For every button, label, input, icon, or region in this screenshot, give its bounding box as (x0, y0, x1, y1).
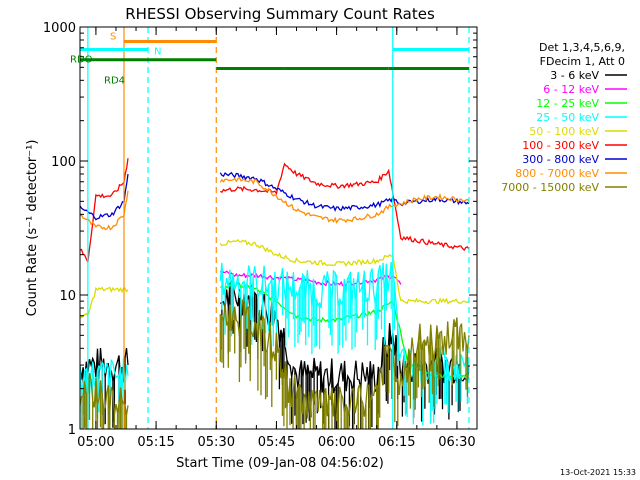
y-axis-label: Count Rate (s⁻¹ detector⁻¹) (25, 140, 40, 317)
legend-header-line-2: FDecim 1, Att 0 (540, 55, 625, 68)
legend-label: 800 - 7000 keV (515, 167, 599, 180)
x-axis: 05:00 05:15 05:30 05:45 06:00 06:15 06:30 (77, 27, 478, 450)
x-tick-label: 05:30 (198, 435, 235, 450)
x-tick-label: 05:15 (137, 435, 174, 450)
legend-label: 300 - 800 keV (522, 153, 599, 166)
series-line-25to50keV (219, 261, 470, 426)
flag-label-rd4: RD4 (104, 76, 125, 87)
series-line-300to800keV (219, 171, 470, 212)
x-tick-label: 06:15 (378, 435, 415, 450)
series-line-50to100keV (80, 286, 129, 319)
x-tick-label: 05:00 (77, 435, 114, 450)
y-tick-label: 10 (59, 289, 76, 304)
chart-title: RHESSI Observing Summary Count Rates (125, 5, 435, 23)
flag-label-s: S (110, 31, 116, 42)
series-line-50to100keV (219, 238, 470, 305)
series-line-800to7000keV (219, 176, 470, 224)
legend-label: 12 - 25 keV (536, 97, 599, 110)
y-axis: 1 10 100 1000 (43, 21, 477, 438)
series-line-7000to15000keV (80, 372, 129, 429)
plot-frame (79, 26, 478, 430)
x-axis-label: Start Time (09-Jan-08 04:56:02) (176, 456, 384, 471)
legend-label: 6 - 12 keV (543, 83, 599, 96)
y-tick-label: 1000 (43, 21, 76, 36)
legend-label: 100 - 300 keV (522, 139, 599, 152)
legend-label: 7000 - 15000 keV (501, 181, 599, 194)
footer-date: 13-Oct-2021 15:33 (560, 468, 636, 477)
legend-label: 50 - 100 keV (529, 125, 599, 138)
plot-area (80, 27, 470, 429)
series-line-7000to15000keV (219, 298, 470, 429)
flag-label-rdo: RDO (70, 55, 93, 66)
legend: Det 1,3,4,5,6,9, FDecim 1, Att 0 3 - 6 k… (501, 41, 627, 194)
legend-label: 25 - 50 keV (536, 111, 599, 124)
series-line-100to300keV (220, 162, 470, 252)
x-tick-label: 06:30 (438, 435, 475, 450)
x-tick-label: 05:45 (258, 435, 295, 450)
flag-label-n: N (154, 46, 161, 57)
y-tick-label: 100 (51, 155, 76, 170)
legend-header-line-1: Det 1,3,4,5,6,9, (539, 41, 625, 54)
legend-label: 3 - 6 keV (550, 69, 599, 82)
x-tick-label: 06:00 (318, 435, 355, 450)
y-tick-label: 1 (68, 423, 76, 438)
